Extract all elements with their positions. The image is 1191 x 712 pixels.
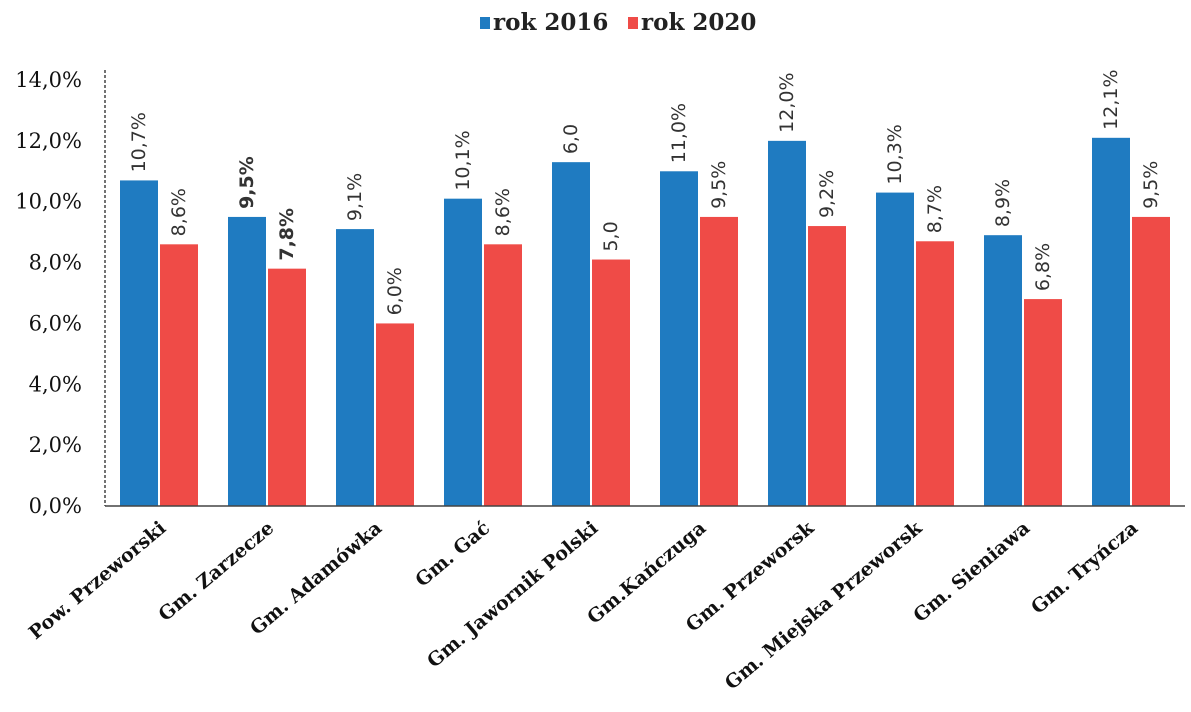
legend-swatch-2 xyxy=(628,17,638,29)
y-axis: 0,0% 2,0% 4,0% 6,0% 8,0% 10,0% 12,0% 14,0% xyxy=(15,68,106,518)
data-label-1-2: 9,5% xyxy=(236,156,258,209)
bar-2-1 xyxy=(160,244,198,507)
bar-1-9 xyxy=(984,235,1022,506)
bar-1-2 xyxy=(228,216,266,506)
data-label-1-4: 10,1% xyxy=(452,130,474,190)
y-tick-label: 8,0% xyxy=(29,251,82,275)
x-tick-label: Gm. Miejska Przeworsk xyxy=(721,516,927,694)
y-tick-label: 12,0% xyxy=(15,129,82,153)
bar-2-3 xyxy=(376,323,414,506)
data-label-1-9: 8,9% xyxy=(992,179,1014,227)
data-labels: 10,7% 8,6% 9,5% 7,8% 9,1% 6,0% 10,1% 8,6% 6,0 5,0… xyxy=(128,69,1162,315)
data-label-2-4: 8,6% xyxy=(492,188,514,236)
x-tick-label: Gm. Sieniawa xyxy=(909,517,1034,627)
y-tick-label: 10,0% xyxy=(15,190,82,214)
bar-1-6 xyxy=(660,171,698,507)
legend-swatch-1 xyxy=(480,17,490,29)
x-tick-label: Gm. Zarzecze xyxy=(154,517,278,626)
bar-2-5 xyxy=(592,259,630,506)
bar-2-8 xyxy=(916,241,954,506)
legend-label-2: rok 2020 xyxy=(641,9,756,36)
data-label-1-8: 10,3% xyxy=(884,124,906,184)
bar-1-8 xyxy=(876,192,914,507)
bar-2-9 xyxy=(1024,299,1062,506)
data-label-2-5: 5,0 xyxy=(600,221,622,251)
data-label-2-7: 9,2% xyxy=(816,170,838,218)
y-tick-label: 0,0% xyxy=(29,494,82,518)
y-tick-label: 6,0% xyxy=(29,311,82,335)
bar-2-6 xyxy=(700,216,738,506)
data-label-2-6: 9,5% xyxy=(708,161,730,209)
bars xyxy=(120,137,1170,507)
data-label-2-3: 6,0% xyxy=(384,267,406,315)
bar-1-3 xyxy=(336,229,374,506)
bar-1-7 xyxy=(768,140,806,506)
bar-2-4 xyxy=(484,244,522,507)
bar-1-10 xyxy=(1092,137,1130,507)
x-tick-label: Pow. Przeworski xyxy=(25,517,170,644)
data-label-2-1: 8,6% xyxy=(168,188,190,236)
x-tick-label: Gm. Jawornik Polski xyxy=(423,517,602,672)
data-label-1-6: 11,0% xyxy=(668,103,690,163)
data-label-2-9: 6,8% xyxy=(1032,243,1054,291)
bar-2-10 xyxy=(1132,216,1170,506)
legend-label-1: rok 2016 xyxy=(493,9,608,36)
bar-2-2 xyxy=(268,268,306,506)
x-tick-label: Gm. Tryńcza xyxy=(1027,517,1142,619)
y-tick-label: 4,0% xyxy=(29,372,82,396)
y-tick-label: 14,0% xyxy=(15,68,82,92)
data-label-1-3: 9,1% xyxy=(344,173,366,221)
legend: rok 2016 rok 2020 xyxy=(480,9,756,36)
bar-2-7 xyxy=(808,226,846,507)
data-label-2-8: 8,7% xyxy=(924,185,946,233)
data-label-1-7: 12,0% xyxy=(776,72,798,132)
y-tick-label: 2,0% xyxy=(29,433,82,457)
data-label-1-5: 6,0 xyxy=(560,124,582,154)
bar-1-1 xyxy=(120,180,158,506)
bar-1-4 xyxy=(444,198,482,506)
x-tick-label: Gm. Gać xyxy=(411,517,494,591)
data-label-2-10: 9,5% xyxy=(1140,161,1162,209)
data-label-2-2: 7,8% xyxy=(276,208,298,261)
data-label-1-10: 12,1% xyxy=(1100,69,1122,129)
bar-1-5 xyxy=(552,162,590,506)
data-label-1-1: 10,7% xyxy=(128,112,150,172)
